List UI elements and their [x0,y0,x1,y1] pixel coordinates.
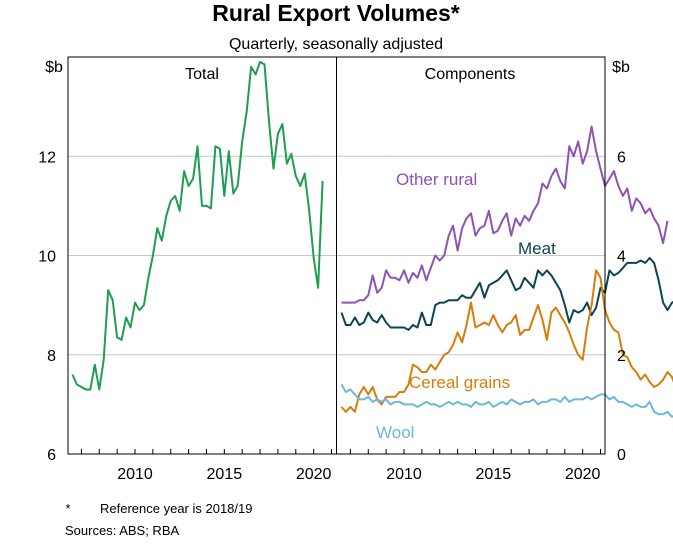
series-label-meat: Meat [518,239,556,258]
total-panel-series [71,61,324,391]
footnote-marker: * [65,501,70,516]
series-line-cereal-grains [340,269,673,413]
gridlines [68,155,605,356]
y-tick-label-right: 0 [617,447,626,464]
x-tick-label: 2015 [476,466,512,483]
x-tick-label: 2010 [117,466,153,483]
x-tick-label: 2020 [296,466,332,483]
components-panel-series [340,125,673,418]
right-axis-unit: $b [612,59,630,76]
series-line-other-rural [341,125,669,304]
series-label-cereal-grains: Cereal grains [409,373,510,392]
axis-ticks [80,449,602,454]
series-label-wool: Wool [376,423,414,442]
y-tick-label-left: 10 [38,249,56,266]
y-tick-label-right: 4 [617,249,626,266]
series-label-other-rural: Other rural [396,170,477,189]
x-tick-label: 2010 [386,466,422,483]
chart-title: Rural Export Volumes* [212,0,460,26]
series-line-total [71,61,324,391]
sources-text: Sources: ABS; RBA [65,523,179,538]
x-tick-label: 2015 [207,466,243,483]
chart-subtitle: Quarterly, seasonally adjusted [229,36,443,53]
series-line-wool [340,383,673,418]
panel-title-components: Components [425,66,516,83]
footnote-text: Reference year is 2018/19 [100,501,252,516]
y-tick-label-left: 6 [47,447,56,464]
y-tick-label-right: 6 [617,149,626,166]
panel-title-total: Total [185,66,219,83]
y-tick-label-left: 12 [38,149,56,166]
y-tick-label-right: 2 [617,348,626,365]
left-axis-unit: $b [45,59,63,76]
x-tick-label: 2020 [565,466,601,483]
y-tick-label-left: 8 [47,348,56,365]
series-line-meat [340,257,673,331]
tick-labels: 6 8 10 12 2010 2015 2020 0 2 4 6 2010 2015 2020 [38,149,626,483]
